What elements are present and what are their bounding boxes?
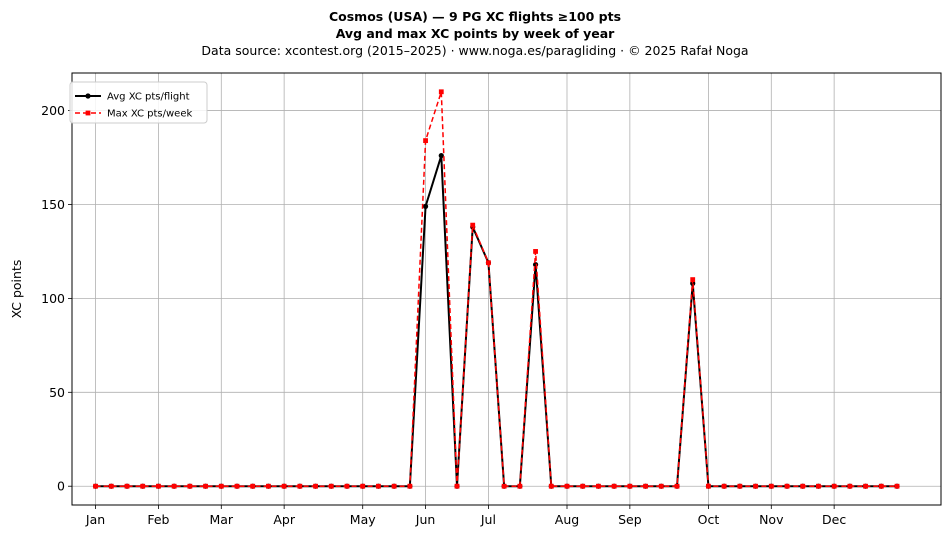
data-point-max [156,483,161,489]
data-point-max [93,483,98,489]
y-tick-label: 200 [41,103,65,118]
data-point-max [847,483,853,489]
x-tick-label: Feb [147,512,169,527]
data-point-max [124,483,130,489]
series-line-2 [95,91,897,487]
data-point-max [706,483,711,489]
data-point-max [643,483,648,489]
data-point-max [423,138,428,144]
data-point-max [878,483,884,489]
data-point-max [470,222,476,228]
y-axis-label: XC points [9,260,24,319]
axes: 0 50 100 150 200 Jan Feb Mar Apr May Jun Jul Aug Sep O… [9,103,846,527]
x-tick-label: Apr [273,512,295,527]
data-point-max [564,483,570,489]
legend: Avg XC pts/flight Max XC pts/week [69,81,208,124]
data-point-max [218,483,224,489]
data-point-max [674,483,680,489]
x-tick-label: Jul [480,512,496,527]
grid-lines [72,73,941,505]
data-point-max [611,483,617,489]
x-tick-label: Oct [698,512,720,527]
data-point-max [297,483,303,489]
data-point-avg [438,153,444,159]
data-point-max [344,483,350,489]
x-tick-label: Jan [85,512,105,527]
x-tick-label: Aug [555,512,579,527]
data-point-max [250,483,256,489]
data-point-max [768,483,774,489]
legend-marker [85,110,91,116]
data-point-max [784,483,790,489]
data-point-max [596,483,601,489]
data-point-max [454,483,460,489]
data-point-max [533,249,538,254]
x-tick-label: Sep [618,512,642,527]
data-point-max [548,483,554,489]
data-point-max [658,483,664,489]
data-point-max [627,483,633,489]
data-point-max [281,483,287,489]
x-tick-label: Dec [822,512,846,527]
series-line-1 [95,154,897,488]
data-point-max [234,483,240,489]
legend-label-1: Avg XC pts/flight [107,92,190,103]
data-point-max [203,483,208,489]
legend-box [69,81,208,124]
x-tick-label: Mar [209,512,233,527]
x-tick-label: Nov [759,512,784,527]
data-point-max [800,483,806,489]
data-point-max [391,483,397,489]
y-tick-label: 0 [57,479,65,494]
data-point-max [407,483,413,489]
data-point-max [517,483,523,489]
data-point-max [753,483,758,489]
data-point-max [816,483,821,489]
chart-source-line: Data source: xcontest.org (2015–2025) · … [201,43,749,58]
y-tick-label: 50 [49,385,65,400]
data-point-max [580,483,586,489]
legend-label-2: Max XC pts/week [107,109,192,120]
data-point-max [831,483,837,489]
y-tick-label: 150 [41,197,65,212]
data-point-max [360,483,366,489]
data-point-max [108,483,114,489]
x-tick-label: Jun [415,512,436,527]
data-point-avg [422,203,429,209]
chart-subtitle: Avg and max XC points by week of year [335,26,615,41]
data-point-max [438,89,444,95]
x-tick-label: May [350,512,376,527]
y-tick-label: 100 [41,291,65,306]
data-point-max [376,483,381,489]
series-layer [92,89,900,489]
data-point-max [501,483,507,489]
data-point-max [171,483,177,489]
data-point-max [313,483,318,489]
data-point-max [863,483,868,489]
data-point-max [721,483,727,489]
legend-marker [85,93,91,99]
data-point-max [486,260,491,266]
data-point-max [328,483,334,489]
data-point-max [266,483,271,489]
data-point-max [140,483,146,489]
data-point-max [690,277,696,283]
data-point-max [737,483,743,489]
plot-frame [71,72,942,506]
chart-title: Cosmos (USA) — 9 PG XC flights ≥100 pts [328,9,622,24]
data-point-max [894,483,900,489]
data-point-max [187,483,193,489]
data-point-avg [532,261,539,268]
